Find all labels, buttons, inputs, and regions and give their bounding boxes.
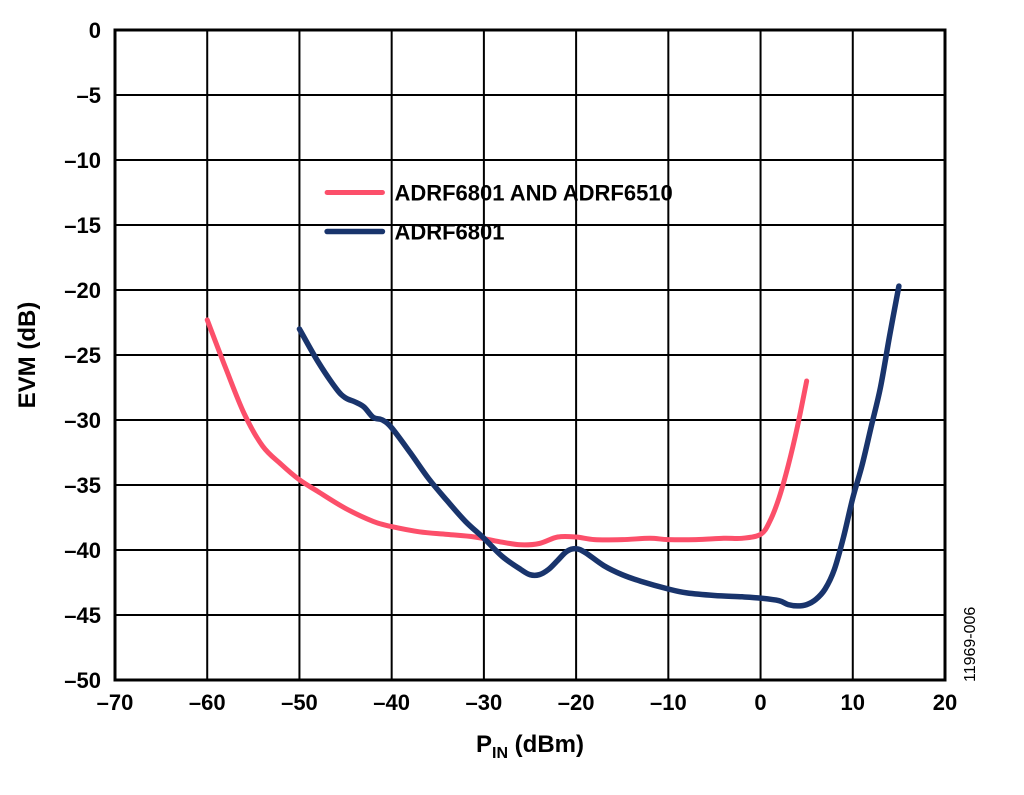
y-axis-label: EVM (dB) bbox=[14, 302, 41, 409]
x-tick-label: –20 bbox=[558, 690, 595, 715]
x-tick-label: 20 bbox=[933, 690, 957, 715]
legend-label: ADRF6801 AND ADRF6510 bbox=[394, 181, 672, 206]
figure-code: 11969-006 bbox=[962, 607, 979, 682]
y-tick-label: –25 bbox=[64, 343, 101, 368]
x-tick-label: –30 bbox=[466, 690, 503, 715]
y-tick-label: –15 bbox=[64, 213, 101, 238]
x-tick-label: –10 bbox=[650, 690, 687, 715]
y-tick-label: –30 bbox=[64, 408, 101, 433]
y-tick-label: –20 bbox=[64, 278, 101, 303]
y-tick-label: –45 bbox=[64, 603, 101, 628]
y-tick-label: 0 bbox=[89, 18, 101, 43]
y-tick-label: –10 bbox=[64, 148, 101, 173]
x-tick-label: –60 bbox=[189, 690, 226, 715]
x-tick-label: 10 bbox=[841, 690, 865, 715]
x-tick-label: –50 bbox=[281, 690, 318, 715]
y-tick-label: –50 bbox=[64, 668, 101, 693]
x-tick-label: 0 bbox=[754, 690, 766, 715]
y-tick-label: –35 bbox=[64, 473, 101, 498]
evm-chart: –70 –60 –50 –40 –30 –20 –10 0 10 20 0 –5 –10 –15 –20 –2… bbox=[0, 0, 1024, 795]
x-tick-label: –40 bbox=[373, 690, 410, 715]
legend-label: ADRF6801 bbox=[394, 220, 504, 245]
y-tick-label: –40 bbox=[64, 538, 101, 563]
y-tick-label: –5 bbox=[77, 83, 101, 108]
x-tick-label: –70 bbox=[97, 690, 134, 715]
